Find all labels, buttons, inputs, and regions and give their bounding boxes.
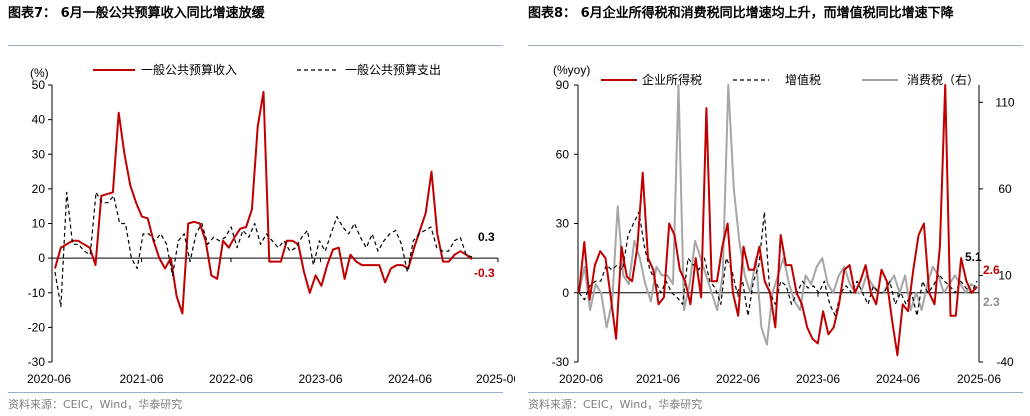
x-tick-label: 2021-06 bbox=[636, 372, 680, 386]
series-line-1 bbox=[54, 191, 473, 308]
end-label: 0.3 bbox=[478, 230, 495, 244]
x-tick-label: 2023-06 bbox=[298, 372, 342, 386]
y-tick-label-right: -40 bbox=[996, 355, 1014, 369]
title-rule-right bbox=[528, 45, 1023, 46]
y-tick-label-left: -30 bbox=[552, 355, 570, 369]
x-tick-label: 2024-06 bbox=[876, 372, 920, 386]
source-rule-left bbox=[8, 392, 503, 393]
series-line-0 bbox=[578, 84, 978, 357]
y-tick-label-left: 90 bbox=[556, 78, 570, 92]
source-note-left: 资料来源：CEIC，Wind，华泰研究 bbox=[8, 398, 183, 411]
end-label: 5.1 bbox=[965, 250, 982, 264]
legend-label: 消费税（右） bbox=[907, 72, 979, 87]
end-label: -0.3 bbox=[474, 266, 495, 280]
legend-label: 企业所得税 bbox=[642, 72, 702, 87]
y-tick-label-left: 0 bbox=[562, 286, 569, 300]
y-tick-label-left: 60 bbox=[556, 147, 570, 161]
chart-left: 50 40 30 20 10 0 -10 -20 -30 (%) 2020-06 2021-06 202… bbox=[27, 62, 515, 386]
legend-label: 增值税 bbox=[785, 72, 821, 87]
y-tick-label: 20 bbox=[32, 182, 46, 196]
y-tick-label-left: 30 bbox=[556, 217, 570, 231]
end-label: 2.3 bbox=[983, 295, 1000, 309]
chart-right: 90 60 30 0 -30 110 60 10 -40 (%yoy) 2020-06 2021-06… bbox=[552, 63, 1015, 386]
y-tick-label: 30 bbox=[32, 147, 46, 161]
x-tick-label: 2022-06 bbox=[716, 372, 760, 386]
x-tick-label: 2025-06 bbox=[957, 372, 1001, 386]
x-tick-label: 2024-06 bbox=[388, 372, 432, 386]
y-axis-unit: (%) bbox=[30, 66, 49, 80]
y-tick-label: 50 bbox=[32, 78, 46, 92]
y-tick-label-right: 110 bbox=[995, 95, 1014, 109]
chart-title-left: 图表7： 6月一般公共预算收入同比增速放缓 bbox=[8, 6, 265, 21]
y-tick-label: -20 bbox=[28, 320, 46, 334]
series-line-0 bbox=[54, 90, 473, 315]
chart-title-right: 图表8： 6月企业所得税和消费税同比增速均上升，而增值税同比增速下降 bbox=[528, 6, 954, 21]
x-tick-label: 2025-06 bbox=[476, 372, 515, 386]
x-tick-label: 2023-06 bbox=[796, 372, 840, 386]
y-tick-label: 40 bbox=[32, 113, 46, 127]
y-axis-unit: (%yoy) bbox=[553, 63, 590, 77]
x-tick-label: 2021-06 bbox=[119, 372, 163, 386]
x-tick-label: 2022-06 bbox=[209, 372, 253, 386]
y-tick-label: 0 bbox=[38, 251, 45, 265]
y-tick-label: -30 bbox=[28, 355, 46, 369]
y-tick-label-right: 10 bbox=[998, 268, 1012, 282]
y-tick-label-right: 60 bbox=[998, 182, 1012, 196]
y-tick-label: 10 bbox=[32, 217, 46, 231]
legend-label: 一般公共预算收入 bbox=[141, 62, 237, 77]
x-tick-label: 2020-06 bbox=[559, 372, 603, 386]
x-tick-label: 2020-06 bbox=[27, 372, 71, 386]
title-rule-left bbox=[8, 45, 503, 46]
legend-label: 一般公共预算支出 bbox=[345, 62, 441, 77]
end-label: 2.6 bbox=[983, 263, 1000, 277]
y-tick-label: -10 bbox=[28, 286, 46, 300]
source-rule-right bbox=[528, 392, 1023, 393]
source-note-right: 资料来源：CEIC，Wind，华泰研究 bbox=[528, 398, 703, 411]
